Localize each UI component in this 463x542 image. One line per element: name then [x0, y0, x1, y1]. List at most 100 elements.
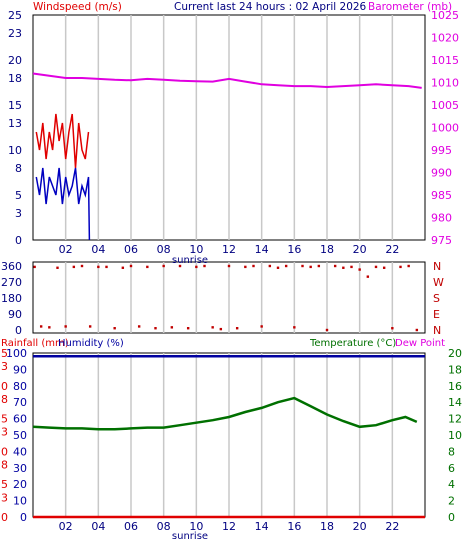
direction-point	[260, 325, 263, 328]
direction-point	[170, 326, 174, 329]
humidity-tick-label: 30	[13, 462, 27, 475]
direction-point	[211, 326, 214, 329]
rain-tick-label: 23	[0, 360, 8, 373]
direction-compass-label: N	[433, 324, 441, 337]
temperature-tick-label: 20	[448, 347, 462, 360]
right-axis-tick-label: 1000	[431, 122, 459, 135]
left-axis-tick-label: 3	[15, 207, 22, 220]
right-axis-tick-label: 1015	[431, 54, 459, 67]
rain-tick-label: 15	[0, 413, 8, 426]
direction-point	[97, 265, 100, 269]
x-tick-label: 12	[222, 520, 236, 533]
direction-point	[333, 264, 337, 268]
left-axis-tick-label: 8	[15, 162, 22, 175]
direction-point	[293, 326, 296, 329]
humidity-axis-label: Humidity (%)	[58, 338, 124, 349]
wind-secondary-line	[35, 167, 91, 241]
x-tick-label: 22	[385, 520, 399, 533]
direction-point	[284, 264, 288, 268]
windspeed-axis-label: Windspeed (m/s)	[33, 1, 122, 13]
direction-compass-label: W	[433, 276, 444, 289]
humidity-tick-label: 0	[20, 511, 27, 524]
direction-point	[252, 264, 255, 268]
temperature-tick-label: 6	[448, 462, 455, 475]
humidity-tick-label: 100	[6, 347, 27, 360]
left-axis-tick-label: 25	[8, 9, 22, 22]
direction-point	[146, 265, 149, 269]
direction-point	[391, 327, 394, 330]
x-tick-label: 02	[59, 520, 73, 533]
direction-point	[88, 325, 92, 328]
x-tick-label: 10	[189, 520, 203, 533]
direction-degree-label: 360	[1, 260, 22, 273]
x-tick-label: 02	[59, 243, 73, 256]
direction-point	[162, 264, 165, 268]
left-axis-tick-label: 10	[8, 144, 22, 157]
direction-point	[113, 327, 116, 330]
direction-point	[80, 264, 84, 268]
left-axis-tick-label: 5	[15, 189, 22, 202]
direction-point	[129, 264, 133, 268]
direction-point	[350, 265, 353, 269]
right-axis-tick-label: 1025	[431, 9, 459, 22]
temperature-tick-label: 0	[448, 511, 455, 524]
barometer-line	[32, 72, 422, 89]
humidity-tick-label: 10	[13, 495, 27, 508]
x-tick-label: 08	[157, 243, 171, 256]
x-tick-label: 20	[353, 243, 367, 256]
right-axis-tick-label: 990	[431, 167, 452, 180]
direction-point	[235, 327, 239, 330]
windspeed-line	[35, 113, 90, 169]
x-tick-label: 06	[124, 520, 138, 533]
humidity-tick-label: 50	[13, 429, 27, 442]
rain-tick-label: 5	[1, 478, 8, 491]
rain-tick-label: 13	[0, 426, 8, 439]
rain-tick-label: 10	[0, 445, 8, 458]
temperature-tick-label: 16	[448, 380, 462, 393]
sunrise-label: sunrise	[172, 531, 208, 542]
direction-compass-label: N	[433, 260, 441, 273]
barometer-axis-label: Barometer (mb)	[368, 1, 452, 13]
x-tick-label: 06	[124, 243, 138, 256]
rainfall-axis-label: Rainfall (mm)	[1, 338, 69, 349]
x-tick-label: 16	[287, 520, 301, 533]
x-tick-label: 20	[353, 520, 367, 533]
x-tick-label: 16	[287, 243, 301, 256]
x-tick-label: 18	[320, 243, 334, 256]
direction-compass-label: E	[433, 308, 440, 321]
temperature-tick-label: 4	[448, 478, 455, 491]
direction-point	[268, 264, 272, 268]
direction-point	[219, 327, 223, 331]
direction-point	[374, 265, 378, 269]
direction-point	[407, 264, 410, 268]
temperature-tick-label: 14	[448, 396, 462, 409]
direction-point	[195, 265, 198, 269]
x-tick-label: 08	[157, 520, 171, 533]
humidity-tick-label: 70	[13, 396, 27, 409]
chart-title: Current last 24 hours : 02 April 2026	[174, 1, 367, 13]
dewpoint-label: Dew Point	[395, 338, 445, 349]
direction-point	[325, 328, 329, 332]
direction-point	[358, 268, 361, 271]
direction-point	[309, 265, 312, 269]
direction-point	[415, 328, 419, 332]
rain-tick-label: 0	[1, 511, 8, 524]
direction-point	[48, 326, 51, 329]
right-axis-tick-label: 1005	[431, 99, 459, 112]
direction-point	[366, 275, 370, 278]
temperature-tick-label: 12	[448, 413, 462, 426]
right-axis-tick-label: 975	[431, 234, 452, 247]
generated-chart-marks: 02 04 06 08 10 12 14 16 18 20 22sunrise03581013151…	[0, 9, 462, 542]
temperature-axis-label: Temperature (°C)	[309, 338, 396, 349]
direction-point	[227, 264, 231, 268]
x-tick-label: 04	[91, 243, 105, 256]
left-axis-tick-label: 18	[8, 72, 22, 85]
rain-tick-label: 25	[0, 347, 8, 360]
x-tick-label: 12	[222, 243, 236, 256]
direction-point	[276, 266, 280, 269]
left-axis-tick-label: 20	[8, 54, 22, 67]
direction-point	[203, 264, 206, 268]
direction-point	[121, 266, 125, 269]
rain-tick-label: 8	[1, 459, 8, 472]
